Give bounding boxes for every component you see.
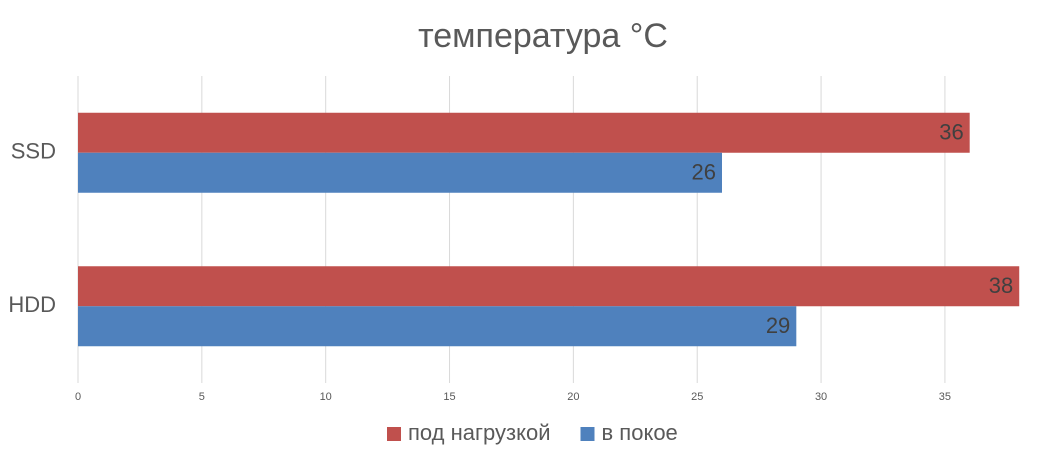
legend-swatch	[387, 427, 401, 441]
x-tick-label: 10	[320, 391, 332, 403]
legend-label: в покое	[602, 420, 678, 445]
legend-swatch	[580, 427, 595, 441]
x-tick-label: 25	[691, 391, 703, 403]
value-label: 29	[766, 313, 790, 338]
bar	[78, 112, 970, 153]
chart-title: температура °C	[418, 17, 668, 55]
bar	[78, 306, 797, 347]
x-tick-label: 35	[939, 391, 951, 403]
x-tick-label: 30	[815, 391, 827, 403]
y-tick-label: SSD	[11, 139, 56, 164]
x-tick-label: 5	[199, 391, 205, 403]
value-label: 36	[939, 120, 963, 145]
x-tick-label: 15	[443, 391, 455, 403]
y-tick-label: HDD	[8, 292, 56, 317]
bar	[78, 152, 722, 193]
x-tick-label: 20	[567, 391, 579, 403]
bar	[78, 266, 1020, 307]
value-label: 26	[692, 160, 716, 185]
legend-label: под нагрузкой	[408, 420, 551, 445]
value-label: 38	[989, 273, 1013, 298]
x-tick-label: 0	[75, 391, 81, 403]
